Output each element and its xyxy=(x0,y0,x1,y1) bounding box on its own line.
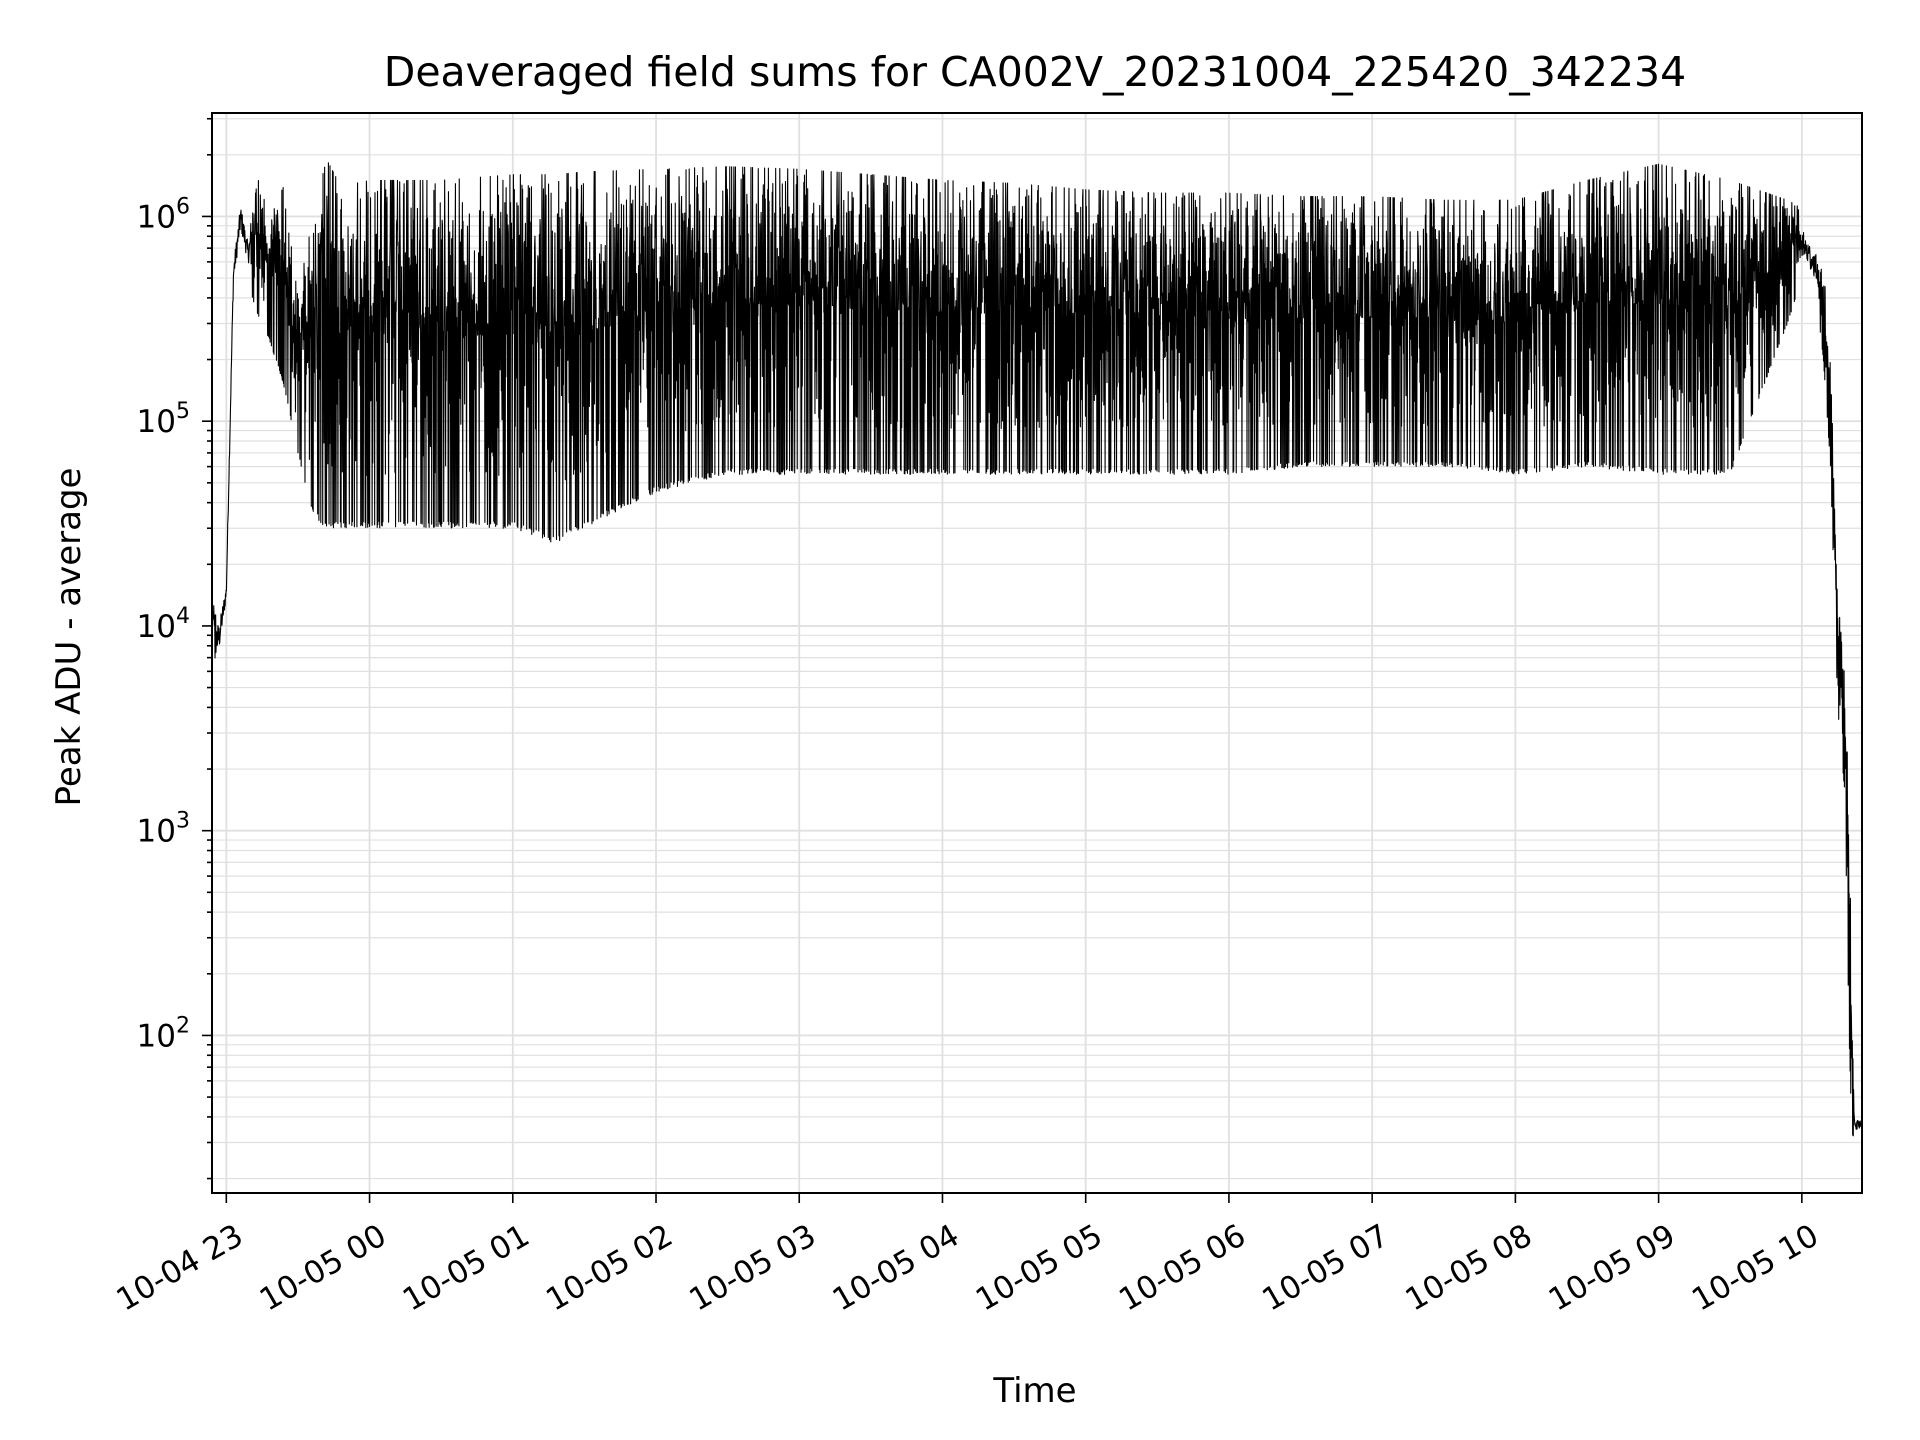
y-tick-label: 102 xyxy=(137,1013,190,1054)
series-line xyxy=(212,162,1862,1137)
x-tick-label: 10-05 02 xyxy=(540,1218,679,1319)
x-axis-title: Time xyxy=(992,1371,1076,1411)
data-area xyxy=(212,162,1862,1137)
x-tick-label: 10-05 03 xyxy=(683,1218,822,1319)
x-tick-label: 10-05 00 xyxy=(254,1218,393,1319)
y-axis-title: Peak ADU - average xyxy=(49,468,89,807)
y-tick-label: 106 xyxy=(137,194,190,235)
y-tick-label: 104 xyxy=(137,604,190,645)
y-tick-label: 103 xyxy=(137,809,190,850)
chart-title: Deaveraged field sums for CA002V_2023100… xyxy=(384,48,1686,96)
x-tick-label: 10-05 09 xyxy=(1543,1218,1682,1319)
plot-frame xyxy=(211,112,1863,1194)
x-tick-label: 10-05 05 xyxy=(970,1218,1109,1319)
x-tick-label: 10-04 23 xyxy=(110,1218,249,1319)
x-tick-label: 10-05 04 xyxy=(827,1218,966,1319)
x-tick-label: 10-05 01 xyxy=(397,1218,536,1319)
x-tick-label: 10-05 07 xyxy=(1256,1218,1395,1319)
x-tick-label: 10-05 08 xyxy=(1400,1218,1539,1319)
x-tick-label: 10-05 10 xyxy=(1686,1218,1825,1319)
x-tick-label: 10-05 06 xyxy=(1113,1218,1252,1319)
y-tick-label: 105 xyxy=(137,399,190,440)
